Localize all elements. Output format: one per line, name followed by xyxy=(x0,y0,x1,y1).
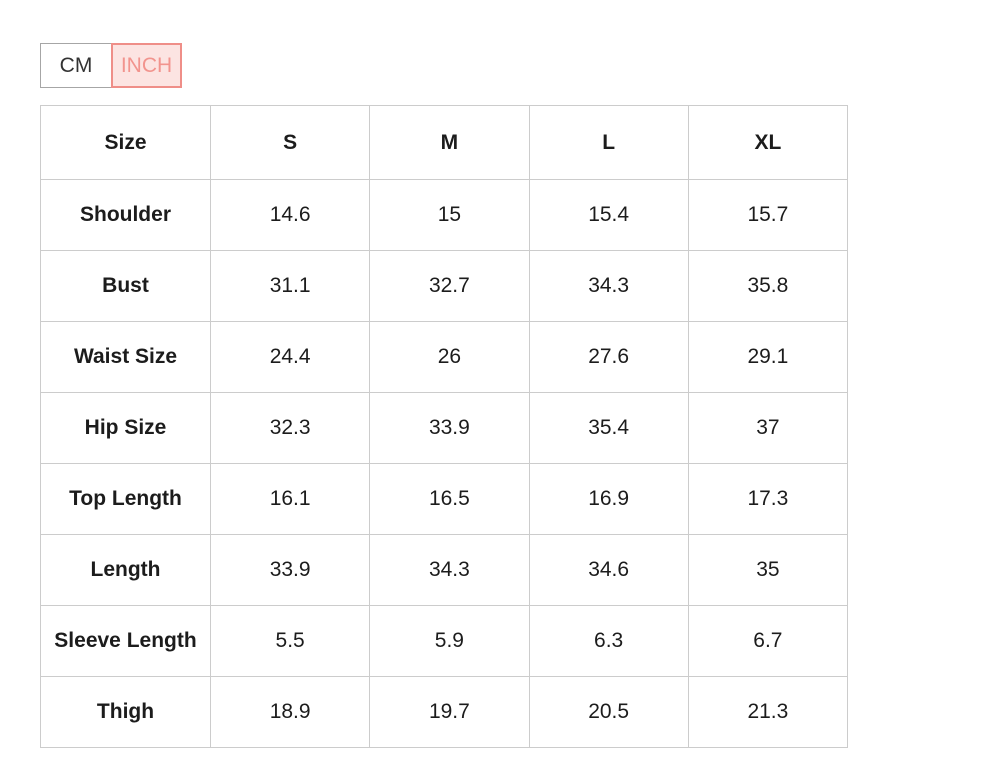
measurement-cell: 35.8 xyxy=(687,250,849,322)
unit-toggle: CM INCH xyxy=(40,43,182,88)
measurement-cell: 34.3 xyxy=(528,250,689,322)
table-row: Shoulder 14.6 15 15.4 15.7 xyxy=(40,179,849,251)
measurement-cell: 15 xyxy=(369,179,530,251)
measurement-cell: 14.6 xyxy=(209,179,371,251)
row-label: Hip Size xyxy=(40,392,211,464)
column-header-l: L xyxy=(528,105,689,180)
column-header-xl: XL xyxy=(687,105,849,180)
table-row: Top Length 16.1 16.5 16.9 17.3 xyxy=(40,463,849,535)
row-label: Shoulder xyxy=(40,179,211,251)
cm-button[interactable]: CM xyxy=(40,43,111,88)
measurement-cell: 6.7 xyxy=(687,605,849,677)
row-label: Bust xyxy=(40,250,211,322)
size-chart-table: Size S M L XL Shoulder 14.6 15 15.4 15.7… xyxy=(40,105,849,748)
inch-button[interactable]: INCH xyxy=(111,43,182,88)
measurement-cell: 16.5 xyxy=(369,463,530,535)
measurement-cell: 17.3 xyxy=(687,463,849,535)
measurement-cell: 34.3 xyxy=(369,534,530,606)
header-row: Size S M L XL xyxy=(40,105,849,180)
measurement-cell: 15.4 xyxy=(528,179,689,251)
measurement-cell: 16.1 xyxy=(209,463,371,535)
measurement-cell: 26 xyxy=(369,321,530,393)
measurement-cell: 32.7 xyxy=(369,250,530,322)
measurement-cell: 6.3 xyxy=(528,605,689,677)
measurement-cell: 21.3 xyxy=(687,676,849,748)
measurement-cell: 29.1 xyxy=(687,321,849,393)
row-label: Waist Size xyxy=(40,321,211,393)
measurement-cell: 35 xyxy=(687,534,849,606)
row-label: Sleeve Length xyxy=(40,605,211,677)
measurement-cell: 19.7 xyxy=(369,676,530,748)
measurement-cell: 34.6 xyxy=(528,534,689,606)
row-label: Top Length xyxy=(40,463,211,535)
measurement-cell: 24.4 xyxy=(209,321,371,393)
measurement-cell: 31.1 xyxy=(209,250,371,322)
measurement-cell: 32.3 xyxy=(209,392,371,464)
measurement-cell: 37 xyxy=(687,392,849,464)
table-row: Bust 31.1 32.7 34.3 35.8 xyxy=(40,250,849,322)
measurement-cell: 5.5 xyxy=(209,605,371,677)
row-label: Thigh xyxy=(40,676,211,748)
measurement-cell: 33.9 xyxy=(369,392,530,464)
column-header-s: S xyxy=(209,105,371,180)
measurement-cell: 35.4 xyxy=(528,392,689,464)
measurement-cell: 16.9 xyxy=(528,463,689,535)
table-row: Waist Size 24.4 26 27.6 29.1 xyxy=(40,321,849,393)
measurement-cell: 20.5 xyxy=(528,676,689,748)
table-row: Thigh 18.9 19.7 20.5 21.3 xyxy=(40,676,849,748)
table-row: Length 33.9 34.3 34.6 35 xyxy=(40,534,849,606)
column-header-size: Size xyxy=(40,105,211,180)
measurement-cell: 15.7 xyxy=(687,179,849,251)
column-header-m: M xyxy=(369,105,530,180)
measurement-cell: 5.9 xyxy=(369,605,530,677)
table-row: Sleeve Length 5.5 5.9 6.3 6.7 xyxy=(40,605,849,677)
table-row: Hip Size 32.3 33.9 35.4 37 xyxy=(40,392,849,464)
row-label: Length xyxy=(40,534,211,606)
measurement-cell: 27.6 xyxy=(528,321,689,393)
measurement-cell: 33.9 xyxy=(209,534,371,606)
measurement-cell: 18.9 xyxy=(209,676,371,748)
